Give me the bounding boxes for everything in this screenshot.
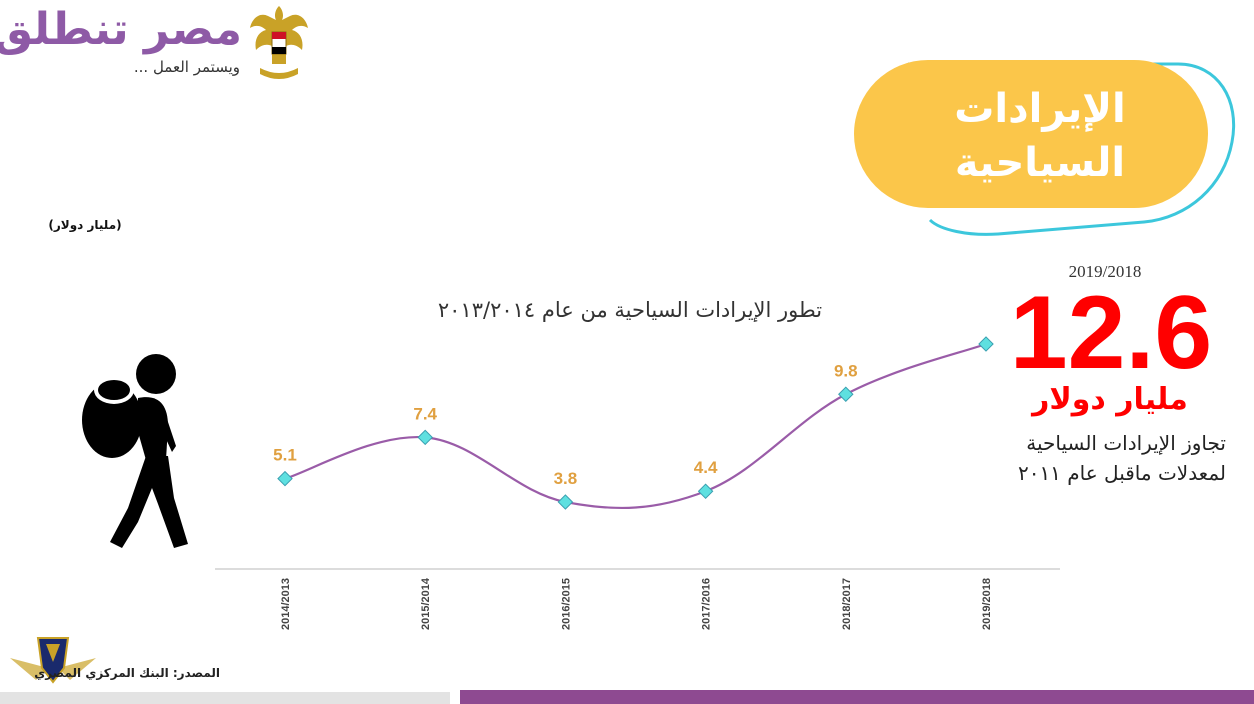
highlight-period: 2019/2018	[1068, 262, 1142, 281]
unit-label: (مليار دولار)	[48, 218, 122, 232]
data-point-3	[557, 494, 574, 510]
x-tick-label-3: 2016/2015	[560, 578, 572, 630]
hiker-icon	[82, 354, 188, 548]
eagle-emblem-icon	[250, 6, 308, 79]
x-tick-label-2: 2015/2014	[420, 577, 432, 630]
x-tick-label-4: 2017/2016	[701, 578, 713, 630]
chart-title: تطور الإيرادات السياحية من عام ٢٠١٣/٢٠١٤	[437, 298, 823, 322]
series-line	[284, 342, 987, 510]
highlight-unit: مليار دولار	[1032, 382, 1188, 417]
title-pill-shape	[854, 60, 1236, 236]
logo-title: مصر تنطلق	[0, 4, 242, 55]
highlight-note-line2: لمعدلات ماقبل عام ٢٠١١	[1017, 461, 1226, 485]
highlight-value: 12.6	[1009, 275, 1213, 391]
logo-subtitle: ويستمر العمل ...	[133, 58, 240, 76]
x-tick-label-5: 2018/2017	[841, 578, 853, 630]
highlight-note: تجاوز الإيرادات السياحية لمعدلات ماقبل ع…	[940, 428, 1226, 488]
watermark-logo-icon	[10, 637, 96, 684]
data-label-2: 7.4	[413, 404, 437, 423]
data-label-5: 9.8	[834, 361, 858, 380]
footer-accent-bar	[460, 690, 1254, 704]
data-point-5	[838, 386, 854, 403]
section-title: الإيرادات السياحية	[930, 82, 1150, 190]
highlight-note-line1: تجاوز الإيرادات السياحية	[1026, 431, 1226, 455]
x-tick-label-6: 2019/2018	[981, 578, 993, 630]
data-point-1	[277, 470, 293, 487]
footer-gray-band	[0, 692, 450, 704]
section-title-line1: الإيرادات	[954, 86, 1126, 132]
x-tick-label-1: 2014/2013	[280, 578, 292, 630]
data-label-3: 3.8	[554, 469, 578, 488]
data-point-4	[697, 483, 714, 500]
data-label-1: 5.1	[273, 446, 297, 465]
section-title-line2: السياحية	[954, 140, 1126, 186]
data-point-2	[417, 429, 433, 446]
data-point-6	[978, 336, 994, 352]
source-note: المصدر: البنك المركزي المصري	[34, 666, 220, 680]
data-label-4: 4.4	[694, 458, 718, 477]
